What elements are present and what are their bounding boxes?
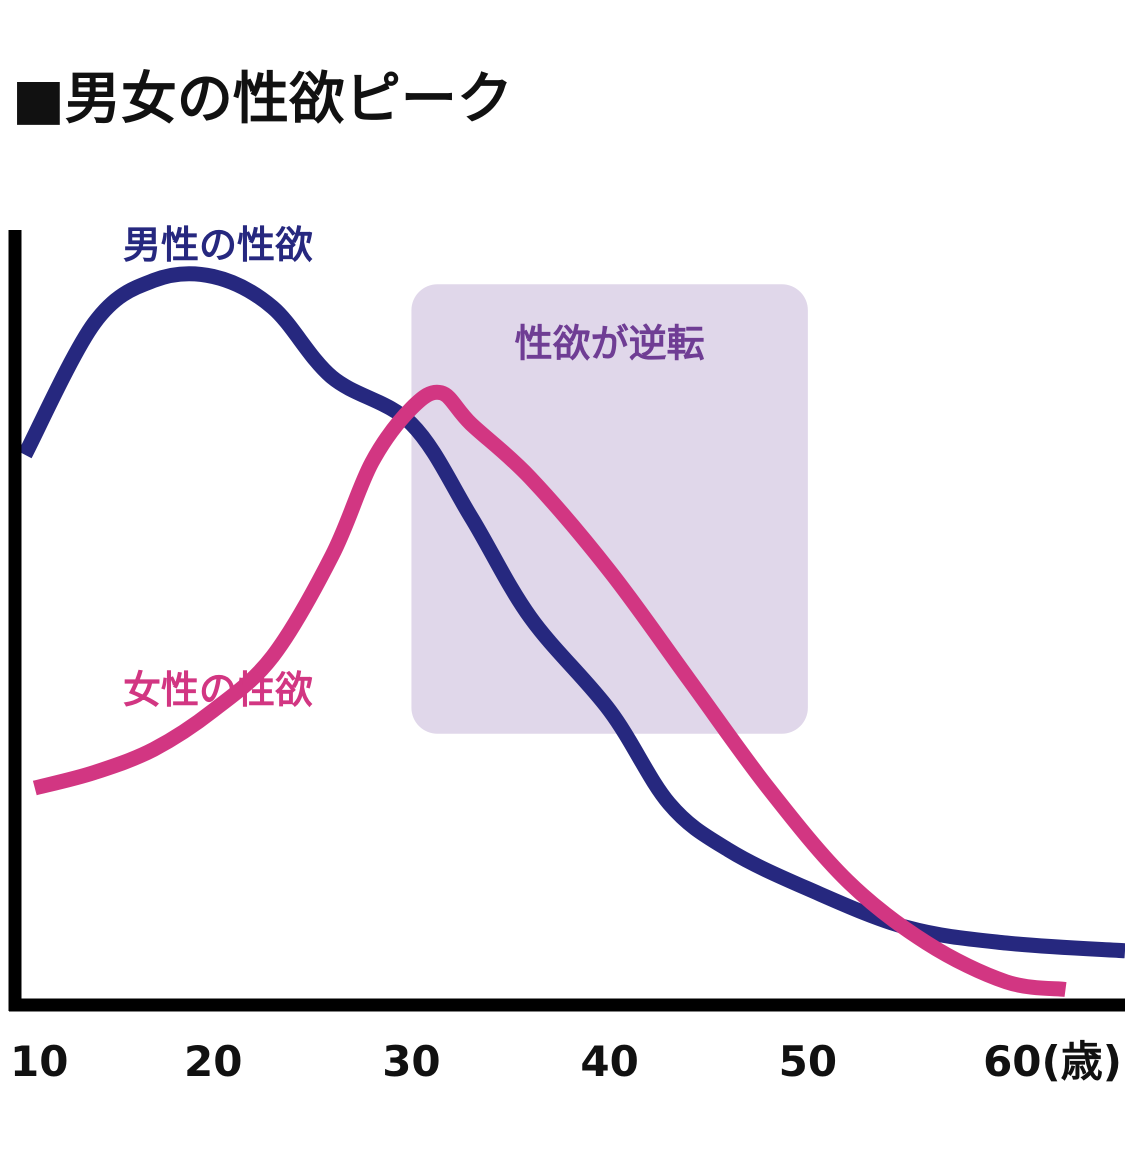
highlight-region-label: 性欲が逆転 [515, 321, 705, 365]
axes-layer [8, 230, 1125, 1012]
x-tick-label: 10 [10, 1037, 68, 1086]
x-tick-label: 30 [382, 1037, 440, 1086]
series-layer [18, 266, 1125, 997]
series-line-0 [18, 266, 1125, 959]
series-label-1: 女性の性欲 [123, 668, 313, 712]
chart-title: ■男女の性欲ピーク [12, 67, 513, 132]
series-line-1 [32, 384, 1067, 997]
x-tick-label: 40 [580, 1037, 638, 1086]
x-tick-label: 20 [184, 1037, 242, 1086]
highlight-layer: 性欲が逆転 [411, 284, 808, 734]
x-tick-label: 60(歳) [983, 1037, 1122, 1086]
series-label-0: 男性の性欲 [123, 223, 313, 267]
x-tick-label: 50 [779, 1037, 837, 1086]
highlight-region [411, 284, 808, 734]
tick-layer: 10 20 30 40 50 60(歳) [10, 1037, 1122, 1086]
